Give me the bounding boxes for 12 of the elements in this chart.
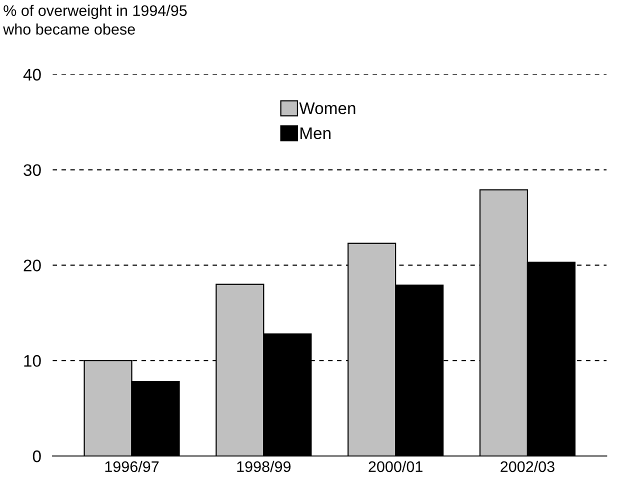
x-tick-label: 1996/97 [105, 460, 159, 472]
legend-label: Women [299, 102, 356, 114]
x-tick-label: 1998/99 [237, 460, 291, 472]
y-tick-label: 40 [23, 68, 41, 81]
y-tick-label: 10 [24, 355, 41, 367]
legend-label: Men [300, 128, 330, 140]
y-tick-label: 0 [32, 450, 41, 462]
x-tick-label: 2000/01 [368, 460, 422, 472]
y-axis-title: % of overweight in 1994/95 who became obese [3, 4, 187, 35]
y-tick-label: 20 [24, 260, 41, 272]
x-tick-label: 2002/03 [500, 460, 554, 472]
y-tick-label: 30 [24, 164, 41, 176]
